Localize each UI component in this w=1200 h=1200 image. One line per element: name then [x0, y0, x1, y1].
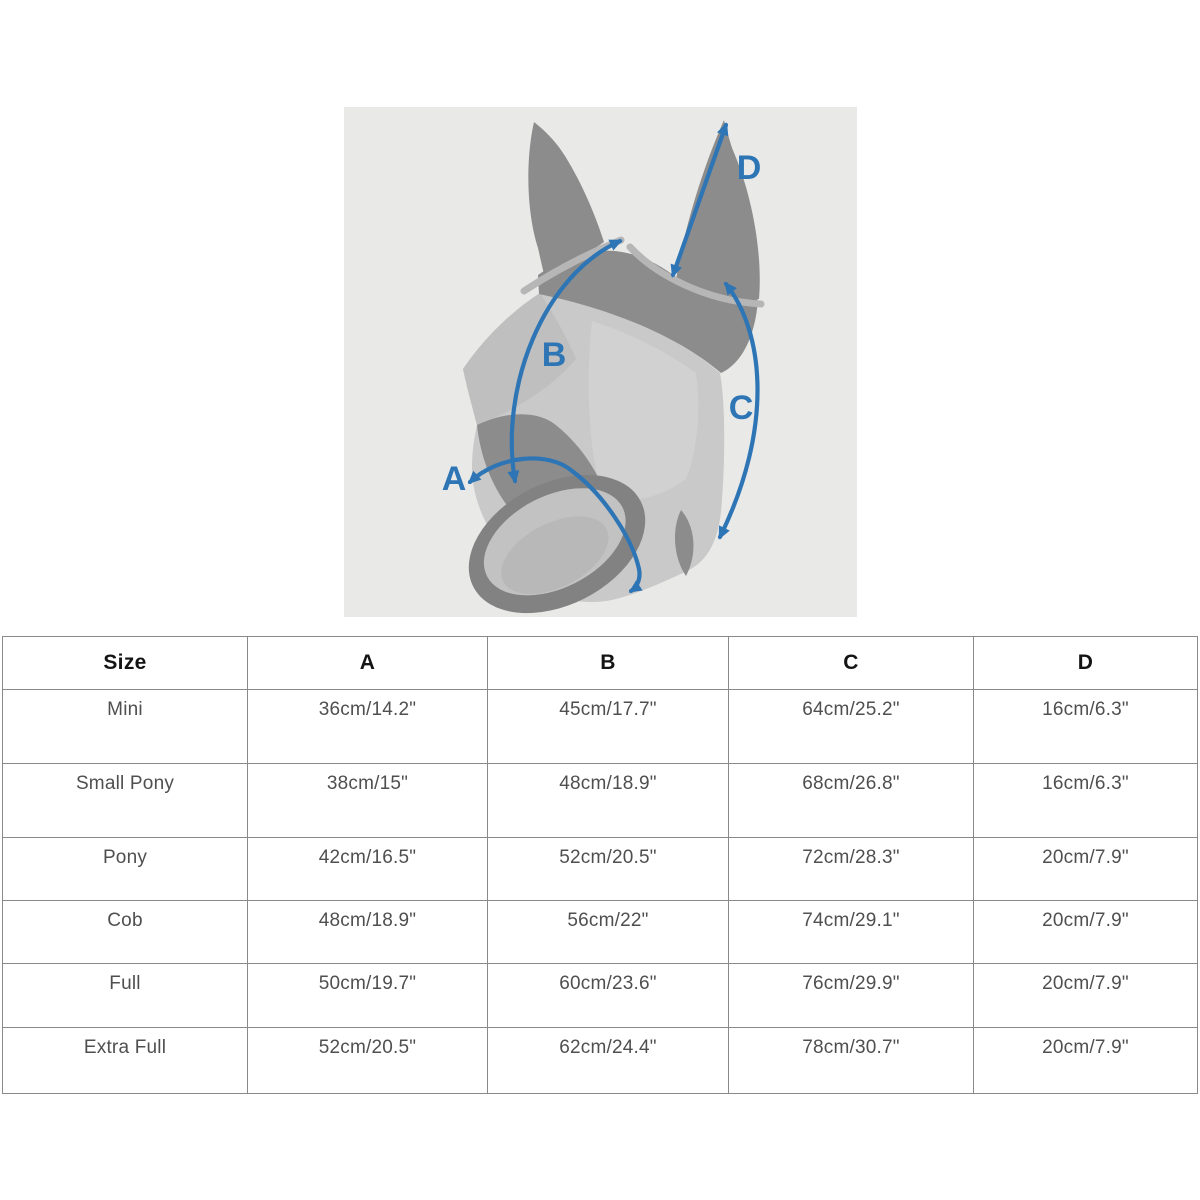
- table-row-mini: Mini 36cm/14.2" 45cm/17.7" 64cm/25.2" 16…: [2, 689, 1198, 764]
- table-row-cob: Cob 48cm/18.9" 56cm/22" 74cm/29.1" 20cm/…: [2, 900, 1198, 964]
- size-chart-table: Size A B C D Mini 36cm/14.2" 45cm/17.7" …: [2, 636, 1198, 1094]
- table-row-full: Full 50cm/19.7" 60cm/23.6" 76cm/29.9" 20…: [2, 963, 1198, 1028]
- measurement-cell: 72cm/28.3": [728, 837, 974, 901]
- measurement-cell: 20cm/7.9": [973, 837, 1198, 901]
- measurement-cell: 20cm/7.9": [973, 900, 1198, 964]
- measurement-cell: 52cm/20.5": [247, 1027, 488, 1094]
- ear-trim-right: [626, 243, 765, 308]
- measurement-cell: 45cm/17.7": [487, 689, 729, 764]
- size-label: Cob: [2, 900, 248, 964]
- size-label: Pony: [2, 837, 248, 901]
- measurement-cell: 36cm/14.2": [247, 689, 488, 764]
- column-header-c: C: [728, 636, 974, 690]
- table-row-small-pony: Small Pony 38cm/15" 48cm/18.9" 68cm/26.8…: [2, 763, 1198, 838]
- measurement-cell: 20cm/7.9": [973, 1027, 1198, 1094]
- measurement-arrow-d: [670, 122, 729, 278]
- measurement-cell: 16cm/6.3": [973, 763, 1198, 838]
- size-label: Mini: [2, 689, 248, 764]
- diagram-label-d: D: [737, 149, 762, 187]
- table-row-pony: Pony 42cm/16.5" 52cm/20.5" 72cm/28.3" 20…: [2, 837, 1198, 901]
- size-label: Small Pony: [2, 763, 248, 838]
- measurement-cell: 38cm/15": [247, 763, 488, 838]
- diagram-label-b: B: [542, 336, 567, 374]
- measurement-arrow-c: [717, 281, 760, 540]
- size-chart-body: Mini 36cm/14.2" 45cm/17.7" 64cm/25.2" 16…: [2, 689, 1198, 1094]
- column-header-b: B: [487, 636, 729, 690]
- measurement-cell: 62cm/24.4": [487, 1027, 729, 1094]
- measurement-cell: 48cm/18.9": [247, 900, 488, 964]
- size-label: Full: [2, 963, 248, 1028]
- chin-strap: [674, 510, 694, 576]
- measurement-cell: 52cm/20.5": [487, 837, 729, 901]
- measurement-cell: 16cm/6.3": [973, 689, 1198, 764]
- measurement-cell: 60cm/23.6": [487, 963, 729, 1028]
- measurement-cell: 78cm/30.7": [728, 1027, 974, 1094]
- horse-ear-left: [528, 122, 604, 274]
- measurement-cell: 64cm/25.2": [728, 689, 974, 764]
- diagram-label-a: A: [442, 460, 467, 498]
- column-header-a: A: [247, 636, 488, 690]
- measurement-cell: 68cm/26.8": [728, 763, 974, 838]
- measurement-cell: 42cm/16.5": [247, 837, 488, 901]
- size-label: Extra Full: [2, 1027, 248, 1094]
- measurement-cell: 56cm/22": [487, 900, 729, 964]
- header-row: Size A B C D: [2, 636, 1198, 690]
- table-row-extra-full: Extra Full 52cm/20.5" 62cm/24.4" 78cm/30…: [2, 1027, 1198, 1094]
- column-header-size: Size: [2, 636, 248, 690]
- measurement-arrow-b: [507, 238, 623, 484]
- measurement-cell: 20cm/7.9": [973, 963, 1198, 1028]
- measurement-cell: 74cm/29.1": [728, 900, 974, 964]
- measurement-cell: 48cm/18.9": [487, 763, 729, 838]
- column-header-d: D: [973, 636, 1198, 690]
- diagram-label-c: C: [729, 389, 754, 427]
- measurement-cell: 76cm/29.9": [728, 963, 974, 1028]
- size-chart-header: Size A B C D: [2, 636, 1198, 690]
- fly-mask-illustration: A B C D: [442, 120, 765, 614]
- fly-mask-measurement-diagram: A B C D: [344, 107, 857, 617]
- measurement-arrow-a: [467, 456, 643, 594]
- measurement-cell: 50cm/19.7": [247, 963, 488, 1028]
